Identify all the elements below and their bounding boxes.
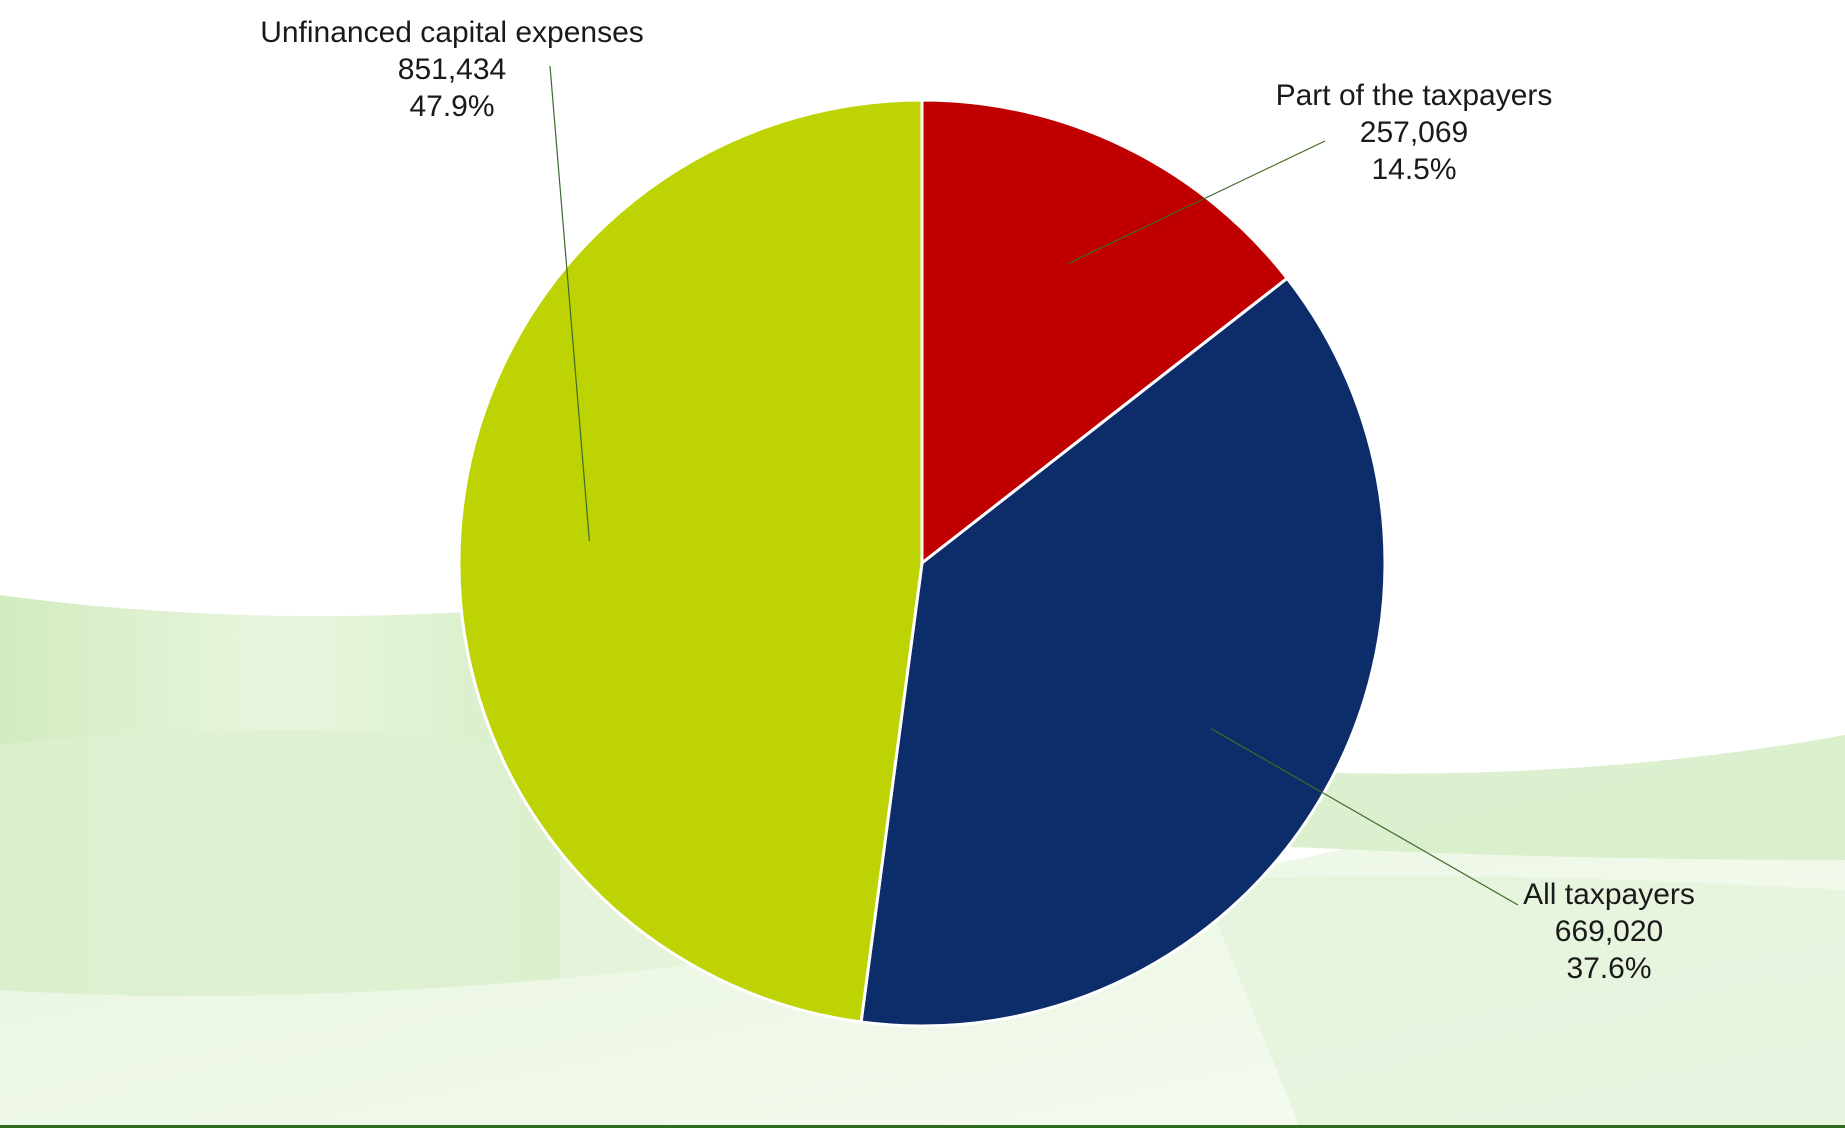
slice-value: 851,434	[397, 53, 507, 86]
slice-name: Unfinanced capital expenses	[260, 16, 644, 49]
pie-slice-part-of-the-taxpayers	[920, 98, 1290, 567]
slice-name: Part of the taxpayers	[1275, 79, 1553, 112]
slice-percent: 47.9%	[409, 90, 495, 123]
slice-percent: 14.5%	[1371, 153, 1457, 186]
pie-slice-unfinanced-capital-expenses	[457, 98, 924, 1024]
leader-line	[1210, 728, 1519, 906]
leader-lines	[549, 65, 1519, 906]
leader-line	[549, 65, 590, 542]
label-all-taxpayers: All taxpayers 669,020 37.6%	[1523, 876, 1695, 987]
leader-line	[1068, 140, 1326, 265]
label-unfinanced-capital-expenses: Unfinanced capital expenses 851,434 47.9…	[260, 14, 644, 125]
slice-percent: 37.6%	[1566, 952, 1652, 985]
slice-value: 669,020	[1554, 915, 1664, 948]
pie-slices	[457, 98, 1387, 1028]
slice-value: 257,069	[1359, 116, 1469, 149]
slice-name: All taxpayers	[1523, 878, 1695, 911]
label-part-of-the-taxpayers: Part of the taxpayers 257,069 14.5%	[1276, 77, 1553, 188]
